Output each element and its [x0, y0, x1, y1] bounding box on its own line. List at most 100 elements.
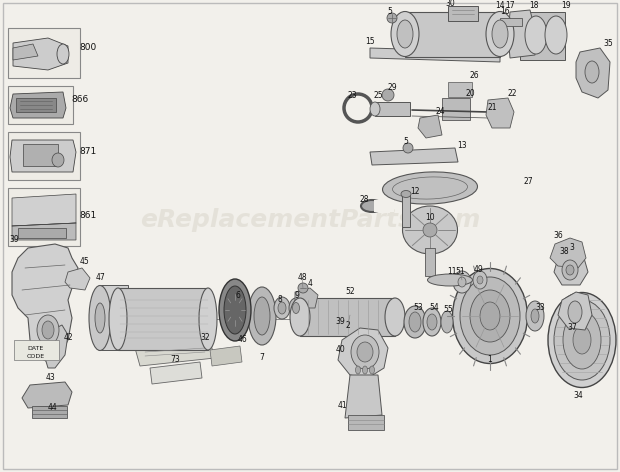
Ellipse shape	[460, 277, 520, 355]
Ellipse shape	[458, 277, 466, 287]
Text: 44: 44	[47, 404, 57, 413]
Text: 17: 17	[505, 1, 515, 10]
Text: 47: 47	[95, 273, 105, 283]
Bar	[425, 248, 435, 276]
Ellipse shape	[199, 288, 217, 350]
Text: 23: 23	[347, 92, 357, 101]
Text: 866: 866	[71, 95, 89, 104]
Text: 35: 35	[603, 40, 613, 49]
Text: 49: 49	[473, 265, 483, 275]
Ellipse shape	[363, 366, 368, 374]
Polygon shape	[10, 92, 66, 118]
Text: 41: 41	[337, 402, 347, 411]
Text: 19: 19	[561, 1, 571, 10]
Text: 21: 21	[487, 102, 497, 111]
Polygon shape	[554, 252, 588, 285]
Ellipse shape	[548, 293, 616, 388]
Text: 9: 9	[294, 292, 299, 301]
Ellipse shape	[477, 276, 483, 284]
Text: 5: 5	[388, 8, 392, 17]
Polygon shape	[65, 268, 90, 290]
Ellipse shape	[52, 153, 64, 167]
Polygon shape	[150, 362, 202, 384]
Ellipse shape	[370, 102, 380, 116]
Polygon shape	[345, 375, 382, 418]
Text: 29: 29	[387, 84, 397, 93]
Ellipse shape	[568, 301, 582, 323]
Ellipse shape	[545, 16, 567, 54]
Ellipse shape	[89, 286, 111, 351]
Ellipse shape	[573, 326, 591, 354]
Polygon shape	[295, 288, 318, 308]
Bar	[500, 18, 522, 26]
Ellipse shape	[401, 191, 411, 197]
Text: 55: 55	[443, 305, 453, 314]
Bar	[442, 98, 470, 120]
Ellipse shape	[351, 335, 379, 369]
Bar	[405, 12, 500, 57]
Ellipse shape	[492, 20, 508, 48]
Text: CODE: CODE	[27, 354, 45, 359]
Ellipse shape	[274, 297, 290, 319]
Text: 14: 14	[495, 1, 505, 10]
Ellipse shape	[219, 279, 251, 341]
Ellipse shape	[427, 314, 437, 330]
Text: 6: 6	[236, 290, 241, 300]
Text: 25: 25	[373, 92, 383, 101]
Text: 4: 4	[308, 278, 312, 287]
Text: 28: 28	[359, 195, 369, 204]
Text: 11: 11	[447, 268, 457, 277]
Ellipse shape	[37, 315, 59, 345]
Bar	[300, 298, 395, 336]
Text: 33: 33	[535, 303, 545, 312]
Circle shape	[387, 13, 397, 23]
Polygon shape	[12, 244, 78, 362]
Ellipse shape	[441, 311, 453, 333]
Bar	[16, 98, 56, 112]
Text: 27: 27	[523, 177, 533, 186]
Ellipse shape	[370, 366, 374, 374]
Text: 39: 39	[335, 318, 345, 327]
Ellipse shape	[473, 271, 487, 289]
Circle shape	[298, 283, 308, 293]
Ellipse shape	[531, 309, 539, 323]
Ellipse shape	[453, 269, 528, 363]
Bar	[375, 102, 410, 116]
Polygon shape	[550, 238, 586, 268]
Ellipse shape	[397, 20, 413, 48]
Bar	[348, 415, 384, 430]
Circle shape	[382, 89, 394, 101]
Text: 16: 16	[500, 7, 510, 16]
Text: 40: 40	[335, 346, 345, 354]
Polygon shape	[370, 48, 500, 62]
Polygon shape	[508, 10, 535, 58]
Circle shape	[403, 143, 413, 153]
Ellipse shape	[57, 44, 69, 64]
Ellipse shape	[563, 311, 601, 369]
Bar	[8, 86, 73, 124]
Text: 73: 73	[170, 355, 180, 364]
Bar	[8, 132, 80, 180]
Text: 871: 871	[79, 147, 97, 157]
Ellipse shape	[423, 308, 441, 336]
Ellipse shape	[254, 297, 270, 335]
Text: 3: 3	[570, 244, 575, 253]
Ellipse shape	[248, 287, 276, 345]
Text: 13: 13	[457, 141, 467, 150]
Text: 46: 46	[237, 336, 247, 345]
Ellipse shape	[293, 303, 299, 313]
Text: 53: 53	[413, 303, 423, 312]
Text: 39: 39	[9, 236, 19, 244]
Bar	[8, 188, 80, 246]
Text: 52: 52	[345, 287, 355, 296]
Ellipse shape	[486, 11, 514, 57]
Ellipse shape	[290, 298, 310, 336]
Bar	[118, 288, 208, 350]
Bar	[448, 6, 478, 21]
Text: DATE: DATE	[28, 346, 44, 351]
Text: eReplacementParts.com: eReplacementParts.com	[140, 208, 480, 232]
Polygon shape	[210, 346, 242, 366]
Ellipse shape	[391, 11, 419, 57]
Bar	[14, 340, 59, 360]
Ellipse shape	[42, 321, 54, 339]
